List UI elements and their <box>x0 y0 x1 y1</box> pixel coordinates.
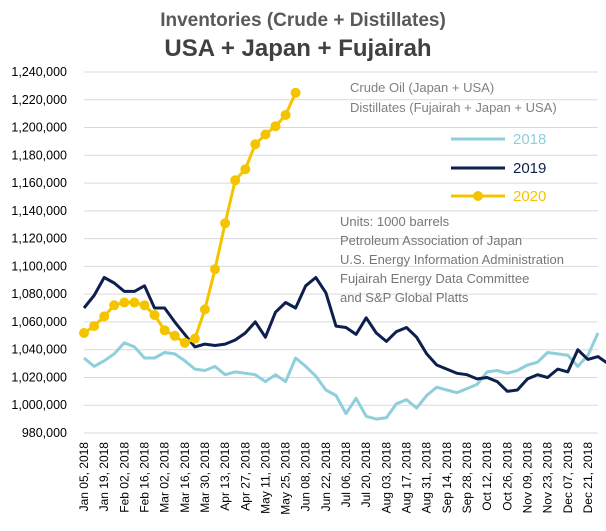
x-tick-label: Jun 08, 2018 <box>299 442 313 512</box>
annotation-source-eia: U.S. Energy Information Administration <box>340 252 564 267</box>
annotation-source-paj: Petroleum Association of Japan <box>340 233 522 248</box>
series-annotation: Crude Oil (Japan + USA) Distillates (Fuj… <box>350 80 557 115</box>
x-tick-label: Sep 28, 2018 <box>460 442 474 514</box>
x-tick-label: Mar 30, 2018 <box>198 442 212 513</box>
chart-subtitle: USA + Japan + Fujairah <box>164 35 431 62</box>
data-point-2020 <box>270 121 281 132</box>
data-point-2020 <box>129 297 140 308</box>
legend-item-2018: 2018 <box>451 131 546 148</box>
series-2019 <box>82 276 606 393</box>
x-tick-label: Jun 22, 2018 <box>319 442 333 512</box>
x-tick-label: Jul 06, 2018 <box>339 442 353 508</box>
data-point-2020 <box>199 304 210 315</box>
y-tick-label: 980,000 <box>22 426 67 440</box>
x-axis-tick-labels: Jan 05, 2018 Jan 19, 2018 Feb 02, 2018 Feb … <box>77 442 595 515</box>
y-tick-label: 1,180,000 <box>11 148 67 162</box>
annotation-crude-oil: Crude Oil (Japan + USA) <box>350 80 494 95</box>
y-axis-tick-labels: 980,000 1,000,000 1,020,000 1,040,000 1,060,… <box>11 65 67 440</box>
data-point-2020 <box>109 300 120 311</box>
x-tick-label: Oct 12, 2018 <box>480 442 494 511</box>
x-tick-label: Jul 20, 2018 <box>359 442 373 508</box>
y-tick-label: 1,100,000 <box>11 259 67 273</box>
x-tick-label: Mar 16, 2018 <box>178 442 192 513</box>
data-point-2020 <box>89 321 100 332</box>
annotation-source-fedc: Fujairah Energy Data Committee <box>340 271 529 286</box>
data-point-2020 <box>119 297 130 308</box>
chart-title: Inventories (Crude + Distillates) <box>160 10 446 31</box>
data-point-2020 <box>230 175 241 186</box>
data-point-2020 <box>250 139 261 150</box>
annotation-distillates: Distillates (Fujairah + Japan + USA) <box>350 100 557 115</box>
x-tick-label: Feb 02, 2018 <box>117 442 131 513</box>
legend-label-2019: 2019 <box>513 160 546 177</box>
x-tick-label: Nov 23, 2018 <box>541 442 555 514</box>
x-tick-label: Dec 21, 2018 <box>581 442 595 514</box>
y-tick-label: 1,020,000 <box>11 370 67 384</box>
x-tick-label: Sep 14, 2018 <box>440 442 454 514</box>
y-tick-label: 1,120,000 <box>11 232 67 246</box>
x-tick-label: Aug 03, 2018 <box>379 442 393 514</box>
y-tick-label: 1,060,000 <box>11 315 67 329</box>
gridlines <box>84 71 598 434</box>
x-tick-label: Aug 17, 2018 <box>400 442 414 514</box>
series-2018 <box>83 332 600 421</box>
x-tick-label: Nov 09, 2018 <box>520 442 534 514</box>
legend-item-2019: 2019 <box>451 160 546 177</box>
series-line-2020 <box>83 92 297 345</box>
data-point-2020 <box>290 87 301 98</box>
data-point-2020 <box>79 328 89 338</box>
legend-item-2020: 2020 <box>451 188 546 205</box>
x-tick-label: Mar 02, 2018 <box>158 442 172 513</box>
y-tick-label: 1,200,000 <box>11 121 67 135</box>
x-tick-label: Jan 05, 2018 <box>77 442 91 512</box>
data-point-2020 <box>220 218 231 229</box>
x-tick-label: May 11, 2018 <box>258 442 272 514</box>
x-tick-label: Feb 16, 2018 <box>137 442 151 513</box>
series-lines <box>79 87 606 421</box>
data-point-2020 <box>159 325 170 336</box>
x-tick-label: Oct 26, 2018 <box>500 442 514 511</box>
y-tick-label: 1,240,000 <box>11 65 67 79</box>
legend: 2018 2019 2020 <box>451 131 546 205</box>
x-tick-label: Jan 19, 2018 <box>97 442 111 512</box>
legend-marker-2020 <box>473 191 483 201</box>
data-point-2020 <box>149 310 160 320</box>
y-tick-label: 1,080,000 <box>11 287 67 301</box>
data-point-2020 <box>240 164 251 175</box>
data-point-2020 <box>169 330 180 341</box>
x-tick-label: Aug 31, 2018 <box>420 442 434 514</box>
y-tick-label: 1,220,000 <box>11 93 67 107</box>
data-point-2020 <box>99 311 110 322</box>
y-tick-label: 1,160,000 <box>11 176 67 190</box>
x-tick-label: Apr 13, 2018 <box>218 442 232 511</box>
y-tick-label: 1,140,000 <box>11 204 67 218</box>
series-line-2019 <box>82 276 606 393</box>
data-point-2020 <box>210 264 220 275</box>
data-point-2020 <box>280 110 291 120</box>
annotation-source-platts: and S&P Global Platts <box>340 290 469 305</box>
x-tick-label: May 25, 2018 <box>279 442 293 515</box>
y-tick-label: 1,040,000 <box>11 343 67 357</box>
data-point-2020 <box>189 333 200 344</box>
units-annotation: Units: 1000 barrels Petroleum Associatio… <box>340 214 564 305</box>
data-point-2020 <box>179 337 190 348</box>
legend-label-2020: 2020 <box>513 188 546 205</box>
annotation-units: Units: 1000 barrels <box>340 214 450 229</box>
x-tick-label: Dec 07, 2018 <box>561 442 575 514</box>
legend-label-2018: 2018 <box>513 131 546 148</box>
data-point-2020 <box>260 129 271 140</box>
x-tick-label: Apr 27, 2018 <box>238 442 252 511</box>
data-point-2020 <box>139 300 150 311</box>
series-2020 <box>79 87 301 348</box>
series-line-2018 <box>83 332 600 421</box>
y-tick-label: 1,000,000 <box>11 398 67 412</box>
